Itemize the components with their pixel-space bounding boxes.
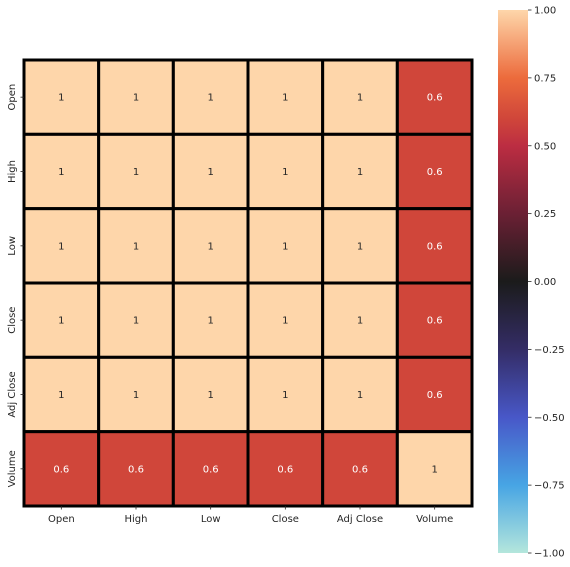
heatmap-cell-0-5 bbox=[395, 58, 474, 136]
cell-annotation-4-1: 1 bbox=[133, 390, 139, 401]
cell-annotation-2-4: 1 bbox=[357, 241, 363, 252]
colorbar: 1.00 0.75 0.50 0.25 0.00 −0.25 −0.50 −0.75 −1.00 bbox=[498, 6, 565, 560]
cell-annotation-4-5: 0.6 bbox=[427, 390, 443, 401]
cell-annotation-0-2: 1 bbox=[207, 93, 213, 104]
colorbar-tick-label: 0.25 bbox=[534, 209, 556, 220]
cell-annotation-3-4: 1 bbox=[357, 316, 363, 327]
x-tick-label: High bbox=[125, 514, 148, 525]
colorbar-tick-label: 1.00 bbox=[534, 6, 556, 17]
cell-annotation-3-1: 1 bbox=[133, 316, 139, 327]
x-tick-label: Adj Close bbox=[337, 514, 383, 525]
cell-annotation-5-1: 0.6 bbox=[128, 464, 144, 475]
cell-annotation-5-2: 0.6 bbox=[203, 464, 219, 475]
heatmap-cell-1-1 bbox=[97, 132, 175, 211]
colorbar-tick-label: 0.75 bbox=[534, 73, 556, 84]
cell-annotation-4-3: 1 bbox=[282, 390, 288, 401]
cell-annotation-1-4: 1 bbox=[357, 167, 363, 178]
cell-annotation-1-0: 1 bbox=[58, 167, 64, 178]
colorbar-tick-label: −1.00 bbox=[534, 549, 565, 560]
heatmap-cell-3-1 bbox=[97, 281, 175, 359]
y-tick-label: Open bbox=[7, 84, 18, 111]
cell-annotation-2-5: 0.6 bbox=[427, 241, 443, 252]
cell-annotation-2-0: 1 bbox=[58, 241, 64, 252]
colorbar-tick-label: −0.75 bbox=[534, 481, 565, 492]
cell-annotation-4-4: 1 bbox=[357, 390, 363, 401]
heatmap-cell-4-5 bbox=[395, 355, 474, 434]
heatmap-cells bbox=[22, 58, 474, 508]
y-tick-label: Close bbox=[7, 307, 18, 334]
heatmap-cell-3-3 bbox=[246, 281, 325, 359]
cell-annotation-4-0: 1 bbox=[58, 390, 64, 401]
heatmap-cell-2-5 bbox=[395, 207, 474, 285]
cell-annotation-1-2: 1 bbox=[207, 167, 213, 178]
x-tick-label: Open bbox=[48, 514, 75, 525]
heatmap-cell-2-1 bbox=[97, 207, 175, 285]
heatmap-cell-3-4 bbox=[321, 281, 399, 359]
colorbar-gradient bbox=[498, 10, 528, 553]
cell-annotation-0-1: 1 bbox=[133, 93, 139, 104]
colorbar-tick-label: −0.25 bbox=[534, 345, 565, 356]
y-tick-label: Volume bbox=[7, 450, 18, 487]
heatmap-cell-3-0 bbox=[22, 281, 101, 359]
heatmap-cell-4-4 bbox=[321, 355, 399, 434]
heatmap-cell-1-5 bbox=[395, 132, 474, 211]
cell-annotation-0-4: 1 bbox=[357, 93, 363, 104]
cell-annotation-2-3: 1 bbox=[282, 241, 288, 252]
x-tick-label: Close bbox=[272, 514, 299, 525]
cell-annotation-3-0: 1 bbox=[58, 316, 64, 327]
cell-annotation-1-5: 0.6 bbox=[427, 167, 443, 178]
colorbar-tick-label: 0.50 bbox=[534, 141, 556, 152]
heatmap-cell-5-5 bbox=[395, 430, 474, 508]
cell-annotation-5-0: 0.6 bbox=[53, 464, 69, 475]
heatmap-cell-5-0 bbox=[22, 430, 101, 508]
heatmap-cell-2-4 bbox=[321, 207, 399, 285]
y-tick-label: Low bbox=[7, 236, 18, 256]
y-tick-label: Adj Close bbox=[7, 371, 18, 417]
cell-annotation-3-5: 0.6 bbox=[427, 316, 443, 327]
cell-annotation-3-2: 1 bbox=[207, 316, 213, 327]
colorbar-tick-label: 0.00 bbox=[534, 277, 556, 288]
cell-annotation-0-3: 1 bbox=[282, 93, 288, 104]
y-axis-ticks: Open High Low Close Adj Close Volume bbox=[7, 84, 24, 487]
colorbar-tick-label: −0.50 bbox=[534, 413, 565, 424]
x-axis-ticks: Open High Low Close Adj Close Volume bbox=[48, 506, 453, 525]
x-tick-label: Volume bbox=[416, 514, 453, 525]
cell-annotation-2-1: 1 bbox=[133, 241, 139, 252]
heatmap-cell-3-2 bbox=[171, 281, 250, 359]
cell-annotation-3-3: 1 bbox=[282, 316, 288, 327]
cell-annotation-5-3: 0.6 bbox=[277, 464, 293, 475]
heatmap-cell-1-3 bbox=[246, 132, 325, 211]
heatmap-cell-4-2 bbox=[171, 355, 250, 434]
cell-annotation-1-1: 1 bbox=[133, 167, 139, 178]
cell-annotation-0-5: 0.6 bbox=[427, 93, 443, 104]
cell-annotation-4-2: 1 bbox=[207, 390, 213, 401]
x-tick-label: Low bbox=[201, 514, 221, 525]
cell-annotation-5-4: 0.6 bbox=[352, 464, 368, 475]
heatmap-cell-3-5 bbox=[395, 281, 474, 359]
cell-annotation-0-0: 1 bbox=[58, 93, 64, 104]
cell-annotation-2-2: 1 bbox=[207, 241, 213, 252]
y-tick-label: High bbox=[7, 160, 18, 183]
heatmap-cell-2-3 bbox=[246, 207, 325, 285]
heatmap-annotations: 1 1 1 1 1 0.6 1 1 1 1 1 0.6 1 1 1 1 1 0.6 1 1 1 1 1 0.6 1 1 1 1 1 0.6… bbox=[53, 93, 442, 476]
cell-annotation-1-3: 1 bbox=[282, 167, 288, 178]
cell-annotation-5-5: 1 bbox=[431, 464, 437, 475]
